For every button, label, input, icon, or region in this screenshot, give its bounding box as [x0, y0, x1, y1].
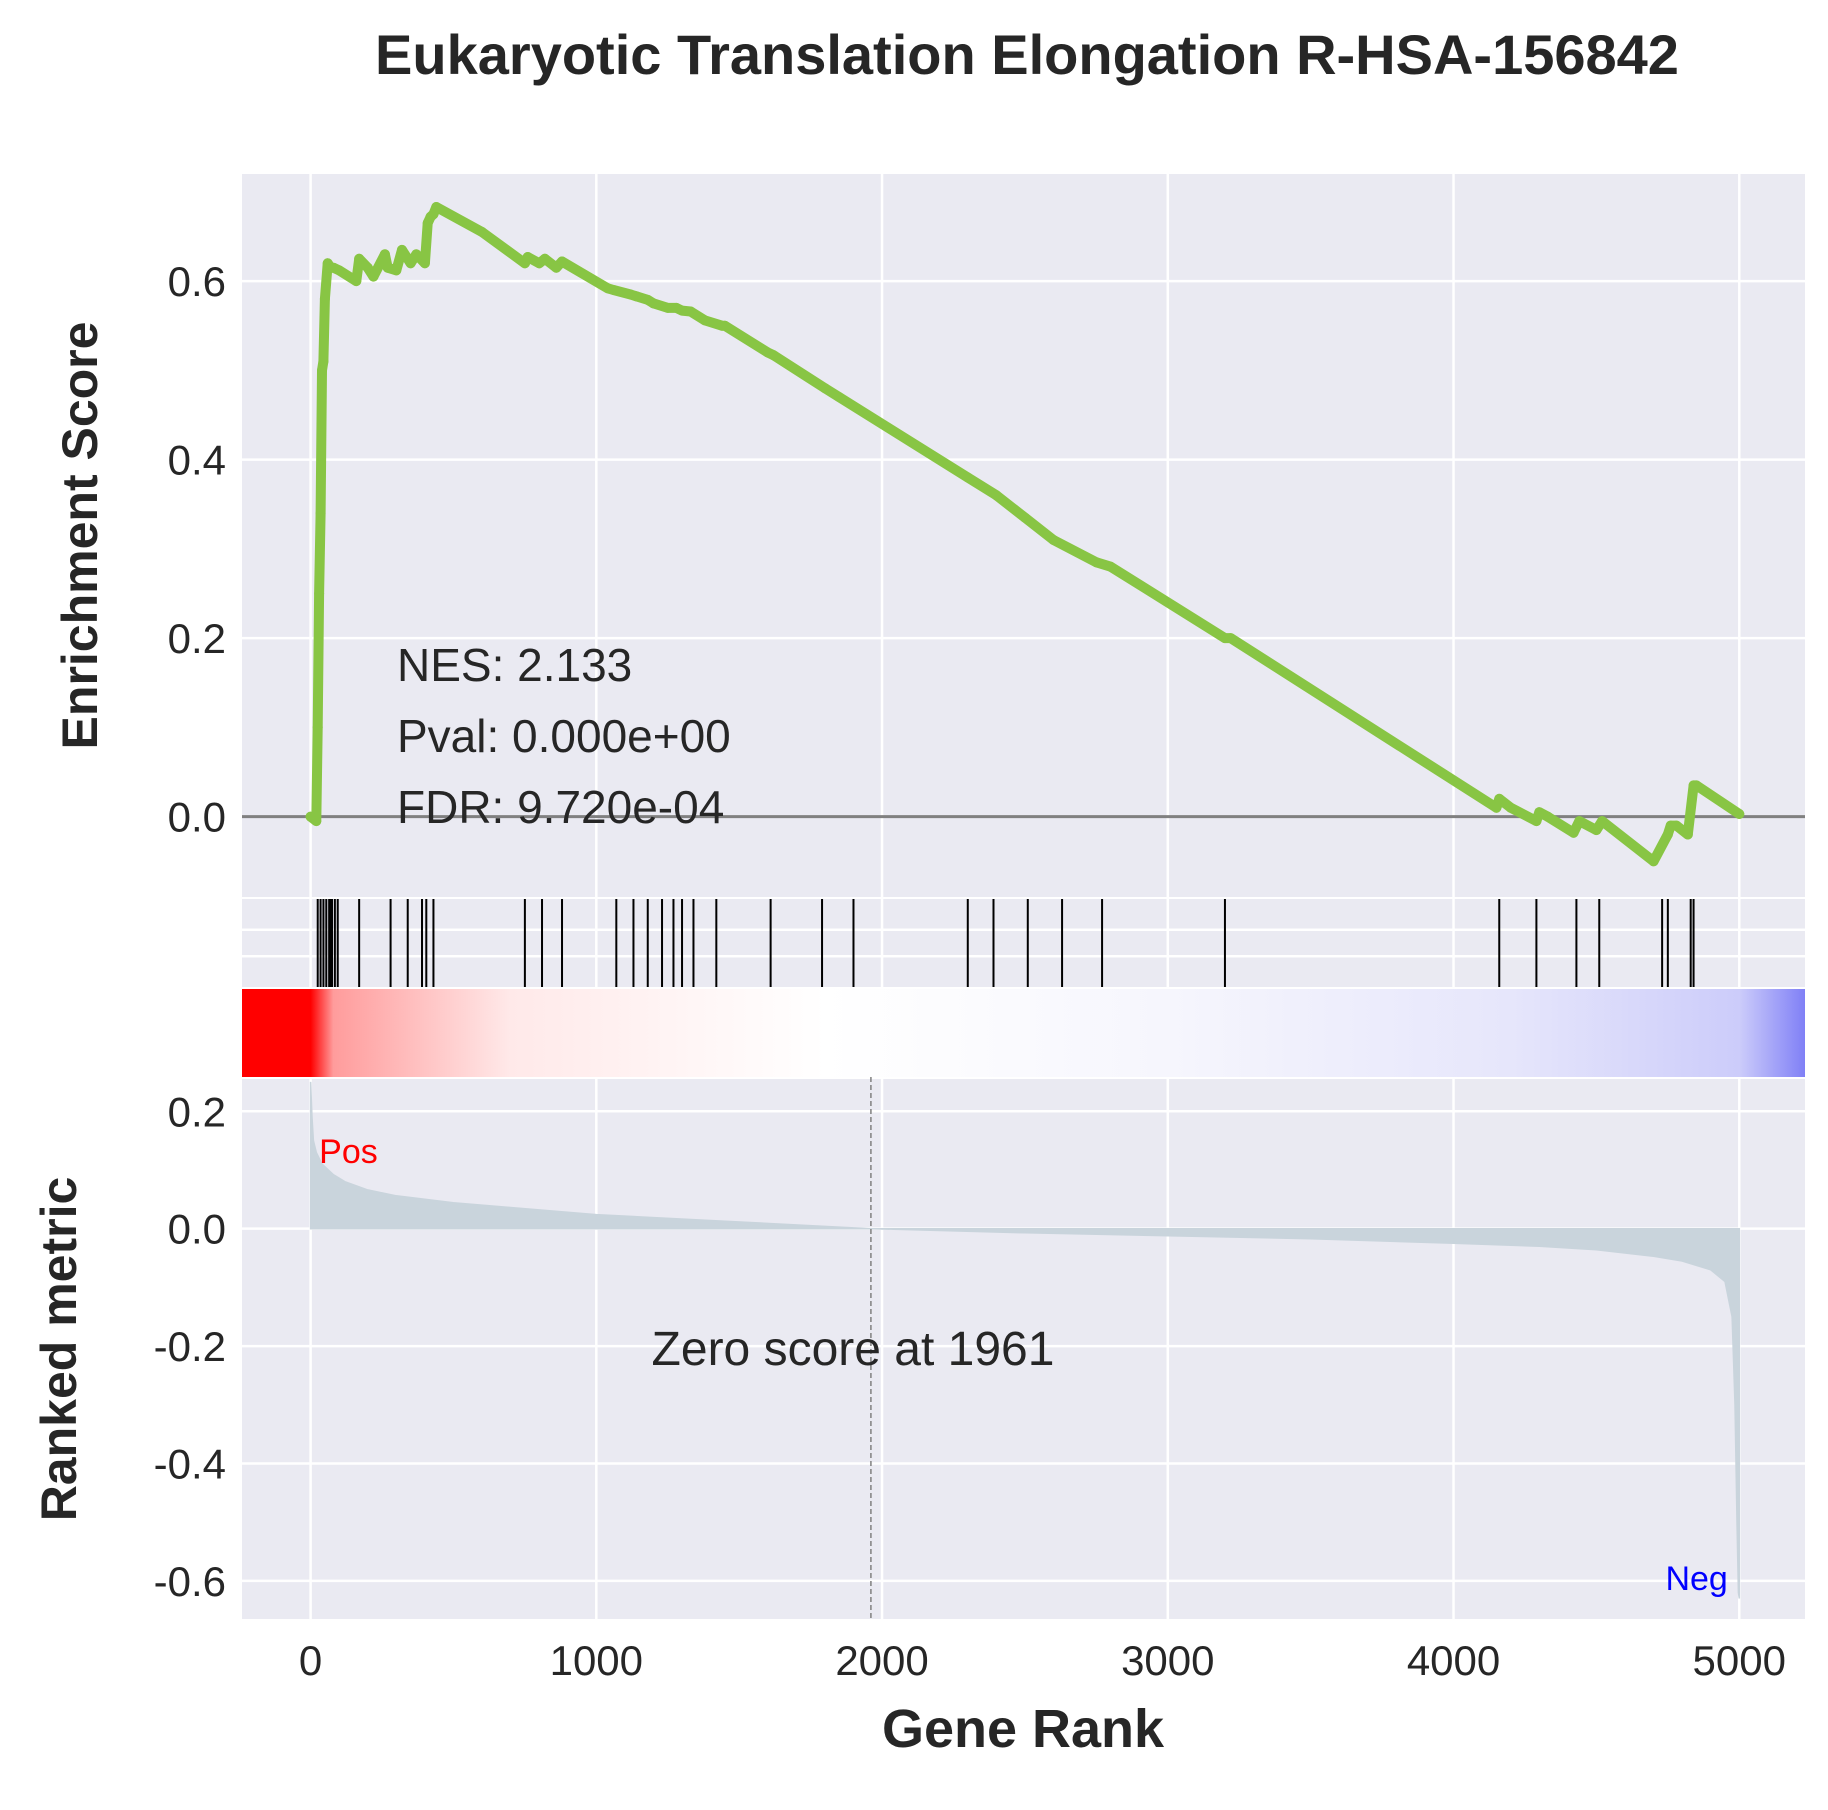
- es-data-point: [314, 588, 325, 599]
- es-ytick-label: 0.2: [168, 615, 226, 662]
- es-data-point: [1091, 557, 1102, 568]
- es-ytick-label: 0.0: [168, 794, 226, 841]
- es-data-point: [419, 258, 430, 269]
- es-data-point: [1542, 811, 1553, 822]
- es-panel-background: [242, 174, 1805, 897]
- es-data-point: [368, 271, 379, 282]
- neg-label: Neg: [1665, 1560, 1727, 1598]
- rank-heatmap-strip: [242, 989, 1805, 1077]
- es-data-point: [397, 244, 408, 255]
- es-data-point: [648, 298, 659, 309]
- es-data-point: [382, 262, 393, 273]
- es-data-point: [819, 383, 830, 394]
- es-data-point: [1048, 534, 1059, 545]
- es-data-point: [719, 320, 730, 331]
- ranked-ytick-label: -0.4: [154, 1440, 226, 1487]
- es-data-point: [1105, 561, 1116, 572]
- es-data-point: [1734, 808, 1745, 819]
- es-data-point: [1662, 829, 1673, 840]
- es-data-point: [1574, 816, 1585, 827]
- chart-title: Eukaryotic Translation Elongation R-HSA-…: [375, 23, 1679, 86]
- ranked-ytick-label: -0.6: [154, 1558, 226, 1605]
- xtick-label: 3000: [1121, 1637, 1214, 1684]
- es-data-point: [1597, 816, 1608, 827]
- es-data-point: [1648, 856, 1659, 867]
- es-data-point: [477, 227, 488, 238]
- es-data-point: [354, 253, 365, 264]
- es-stat-annotation: FDR: 9.720e-04: [397, 781, 724, 833]
- es-data-point: [311, 816, 322, 827]
- es-data-point: [351, 276, 362, 287]
- es-data-point: [539, 253, 550, 264]
- es-data-point: [362, 262, 373, 273]
- pos-label: Pos: [319, 1133, 378, 1171]
- es-data-point: [1671, 820, 1682, 831]
- es-data-point: [1568, 827, 1579, 838]
- es-data-point: [1494, 793, 1505, 804]
- es-ylabel: Enrichment Score: [52, 322, 108, 750]
- es-data-point: [1591, 825, 1602, 836]
- es-data-point: [557, 256, 568, 267]
- es-data-point: [312, 722, 323, 733]
- es-data-point: [962, 472, 973, 483]
- xtick-label: 0: [299, 1637, 322, 1684]
- es-data-point: [315, 508, 326, 519]
- es-data-point: [379, 249, 390, 260]
- ranked-ytick-label: 0.2: [168, 1088, 226, 1135]
- es-data-point: [334, 265, 345, 276]
- es-data-point: [411, 249, 422, 260]
- es-ytick-label: 0.6: [168, 258, 226, 305]
- es-stat-annotation: NES: 2.133: [397, 639, 632, 691]
- es-data-point: [317, 365, 328, 376]
- es-data-point: [608, 285, 619, 296]
- es-data-point: [685, 306, 696, 317]
- ranked-metric-area: [309, 1081, 1741, 1599]
- es-data-point: [318, 356, 329, 367]
- es-data-point: [431, 202, 442, 213]
- es-data-point: [677, 305, 688, 316]
- es-stat-annotation: Pval: 0.000e+00: [397, 710, 731, 762]
- ranked-ytick-label: -0.2: [154, 1323, 226, 1370]
- es-data-point: [1682, 829, 1693, 840]
- ranked-ytick-label: 0.0: [168, 1206, 226, 1253]
- es-data-point: [405, 258, 416, 269]
- xtick-label: 1000: [550, 1637, 643, 1684]
- es-data-point: [319, 293, 330, 304]
- hits-panel-background: [242, 899, 1805, 987]
- es-data-point: [1225, 633, 1236, 644]
- es-data-point: [1019, 512, 1030, 523]
- es-data-point: [991, 490, 1002, 501]
- es-data-point: [631, 291, 642, 302]
- es-data-point: [1531, 816, 1542, 827]
- es-data-point: [768, 350, 779, 361]
- es-data-point: [1505, 802, 1516, 813]
- es-data-point: [1691, 780, 1702, 791]
- xtick-label: 2000: [835, 1637, 928, 1684]
- zero-cross-label: Zero score at 1961: [652, 1323, 1055, 1376]
- es-data-point: [391, 265, 402, 276]
- es-data-point: [699, 315, 710, 326]
- ranked-ylabel: Ranked metric: [31, 1177, 87, 1522]
- es-data-point: [1534, 807, 1545, 818]
- es-data-point: [1491, 802, 1502, 813]
- es-data-point: [522, 252, 533, 263]
- xtick-label: 4000: [1407, 1637, 1500, 1684]
- es-ytick-label: 0.4: [168, 437, 226, 484]
- x-axis-label: Gene Rank: [882, 1699, 1165, 1759]
- es-data-point: [834, 392, 845, 403]
- ranked-panel-background: [242, 1079, 1805, 1619]
- xtick-label: 5000: [1693, 1637, 1786, 1684]
- es-data-point: [662, 302, 673, 313]
